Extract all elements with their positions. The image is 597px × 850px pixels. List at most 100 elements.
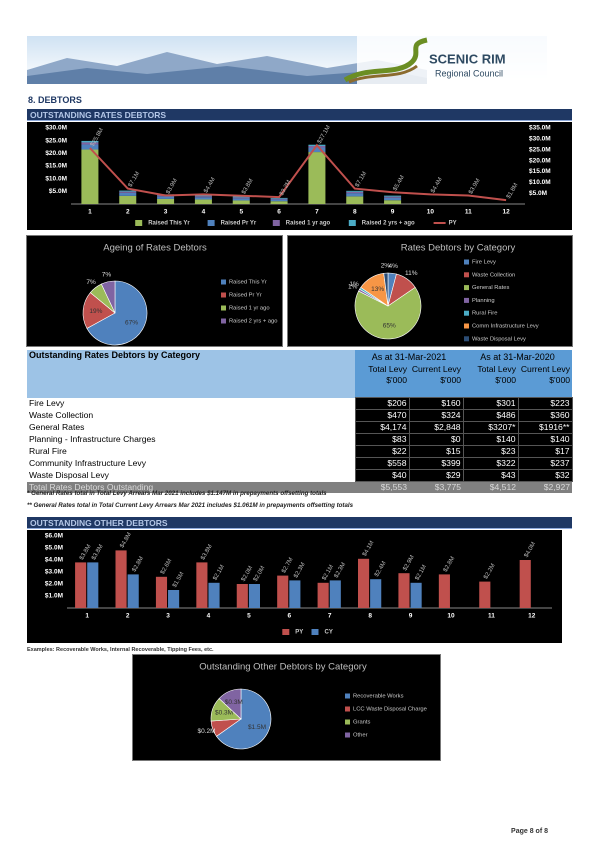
- legend-key: [221, 279, 226, 285]
- cell-value: $29: [408, 469, 464, 482]
- y-tick-label: $6.0M: [45, 533, 63, 540]
- bar: [398, 573, 410, 608]
- bar: [346, 196, 364, 204]
- bar: [119, 191, 137, 193]
- logo-name: SCENIC RIM: [429, 51, 506, 66]
- x-tick-label: 1: [85, 613, 89, 620]
- logo-swoosh: [348, 64, 418, 84]
- line: [89, 143, 507, 202]
- value-label: $2.3M: [334, 562, 348, 579]
- legend-key: [464, 259, 469, 265]
- x-tick-label: 8: [353, 209, 357, 216]
- legend-label: Rural Fire: [472, 311, 497, 317]
- bar: [115, 550, 127, 608]
- legend-label: Waste Collection: [472, 272, 515, 278]
- table-row: Fire Levy $206 $160 $301 $223: [27, 397, 573, 410]
- bar: [194, 197, 212, 200]
- pie-slice: [218, 688, 242, 720]
- bar: [519, 560, 531, 608]
- legend-label: Waste Disposal Levy: [472, 336, 526, 342]
- bar: [155, 576, 168, 608]
- value-label: $2.8M: [132, 556, 146, 573]
- value-label: $1.8M: [506, 182, 520, 199]
- bar: [384, 200, 402, 204]
- x-tick-label: 9: [391, 209, 395, 216]
- legend-key: [348, 220, 356, 226]
- bar: [277, 575, 289, 608]
- value-label: $4.8M: [119, 532, 133, 549]
- legend-label: Grants: [353, 720, 370, 726]
- value-label: $2.4M: [374, 561, 388, 578]
- column-group: As at 31-Mar-2020: [463, 350, 573, 364]
- value-label: $2.1M: [415, 564, 429, 581]
- bar: [438, 574, 450, 608]
- section-bar: OUTSTANDING RATES DEBTORS: [27, 109, 572, 121]
- row-label: Rural Fire: [29, 446, 67, 456]
- y-tick-label: $25.0M: [45, 137, 67, 144]
- value-label: $3.9M: [468, 178, 482, 195]
- x-tick-label: 1: [88, 209, 92, 216]
- combo-chart: $5.0M $10.0M $15.0M $20.0M $25.0M $30.0M $5.0M…: [27, 122, 572, 230]
- cell-value: $322: [462, 457, 519, 470]
- bar: [248, 584, 260, 608]
- value-label: $3.9M: [165, 178, 179, 195]
- bar: [346, 193, 364, 197]
- pie-slice: [86, 280, 148, 346]
- y-tick-label: $20.0M: [45, 150, 67, 157]
- value-label: $7.1M: [128, 171, 142, 188]
- x-tick-label: 3: [166, 613, 170, 620]
- y-tick-label: $2.0M: [45, 581, 63, 588]
- legend-label: PY: [295, 630, 303, 636]
- value-label: 4%: [388, 263, 398, 270]
- legend-key: [345, 732, 350, 738]
- cell-value: $486: [462, 409, 519, 422]
- y2-tick-label: $15.0M: [529, 168, 551, 175]
- section-heading: 8. DEBTORS: [28, 95, 82, 105]
- legend-label: CY: [325, 630, 333, 636]
- legend-key: [345, 693, 350, 699]
- y-tick-label: $4.0M: [45, 557, 63, 564]
- bar: [370, 579, 382, 608]
- y-tick-label: $1.0M: [45, 593, 63, 600]
- section-bar: OUTSTANDING OTHER DEBTORS: [27, 517, 572, 529]
- bar: [232, 197, 250, 199]
- cell-value: $83: [354, 433, 410, 446]
- legend-key: [272, 220, 280, 226]
- row-label: Planning - Infrastructure Charges: [29, 434, 156, 444]
- value-label: $1.5M: [248, 724, 266, 731]
- bar: [308, 152, 326, 204]
- legend-key: [311, 629, 319, 635]
- cell-value: $140: [517, 433, 573, 446]
- legend-label: Raised 2 yrs + ago: [362, 221, 415, 227]
- cell-value: $360: [517, 409, 573, 422]
- legend-key: [207, 220, 215, 226]
- legend-label: General Rates: [472, 285, 509, 291]
- page-footer: Page 8 of 8: [511, 828, 548, 835]
- bar: [358, 558, 370, 608]
- cell-value: $40: [354, 469, 410, 482]
- pie-chart: Ageing of Rates Debtors 67% 19% 7% 7% Raised …: [26, 235, 283, 347]
- legend-label: LCC Waste Disposal Charge: [353, 707, 427, 713]
- legend-key: [464, 272, 469, 278]
- column-group: As at 31-Mar-2021: [355, 350, 464, 364]
- value-label: $4.4M: [203, 177, 217, 194]
- cell-value: $17: [517, 445, 573, 458]
- x-tick-label: 12: [502, 209, 510, 216]
- x-tick-label: 8: [368, 613, 372, 620]
- bar: [81, 142, 99, 145]
- y-tick-label: $5.0M: [49, 188, 67, 195]
- value-label: 1%: [348, 283, 358, 290]
- total-value: $3,775: [409, 481, 464, 493]
- value-label: $2.1M: [212, 564, 226, 581]
- x-tick-label: 11: [465, 209, 472, 216]
- value-label: $0.3M: [225, 699, 243, 706]
- bar: [168, 590, 180, 608]
- x-tick-label: 3: [164, 209, 168, 216]
- value-label: $1.5M: [172, 571, 186, 588]
- pie-slice: [100, 280, 116, 314]
- legend-label: Planning: [472, 298, 495, 304]
- x-tick-label: 4: [202, 209, 206, 216]
- bar: [232, 200, 250, 204]
- cell-value: $301: [462, 397, 519, 410]
